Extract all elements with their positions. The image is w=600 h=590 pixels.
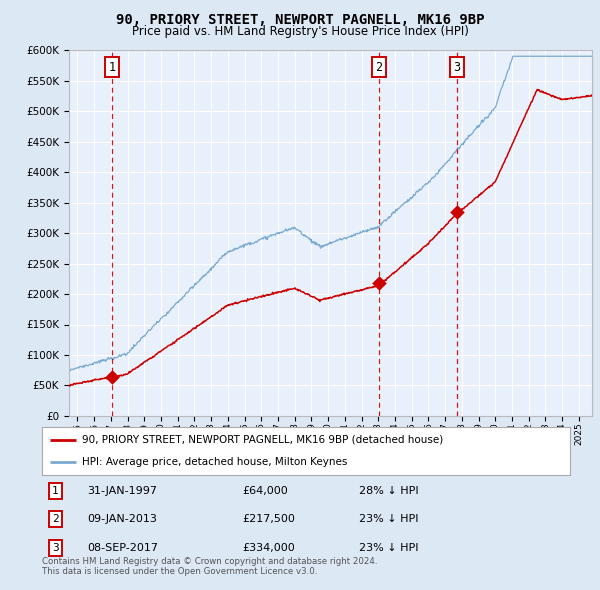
Text: £334,000: £334,000: [242, 543, 295, 553]
Text: Contains HM Land Registry data © Crown copyright and database right 2024.
This d: Contains HM Land Registry data © Crown c…: [42, 557, 377, 576]
Text: 2: 2: [375, 61, 382, 74]
Text: 90, PRIORY STREET, NEWPORT PAGNELL, MK16 9BP: 90, PRIORY STREET, NEWPORT PAGNELL, MK16…: [116, 13, 484, 27]
Text: £64,000: £64,000: [242, 486, 289, 496]
Point: [374, 278, 383, 288]
Point: [107, 372, 117, 382]
Text: 08-SEP-2017: 08-SEP-2017: [87, 543, 158, 553]
Text: Price paid vs. HM Land Registry's House Price Index (HPI): Price paid vs. HM Land Registry's House …: [131, 25, 469, 38]
Text: 3: 3: [453, 61, 460, 74]
Text: 28% ↓ HPI: 28% ↓ HPI: [359, 486, 418, 496]
Text: 3: 3: [52, 543, 59, 553]
Point: [452, 208, 461, 217]
Text: 1: 1: [52, 486, 59, 496]
Text: £217,500: £217,500: [242, 514, 296, 525]
Text: HPI: Average price, detached house, Milton Keynes: HPI: Average price, detached house, Milt…: [82, 457, 347, 467]
Text: 31-JAN-1997: 31-JAN-1997: [87, 486, 157, 496]
Text: 90, PRIORY STREET, NEWPORT PAGNELL, MK16 9BP (detached house): 90, PRIORY STREET, NEWPORT PAGNELL, MK16…: [82, 435, 443, 445]
Text: 1: 1: [109, 61, 116, 74]
Text: 23% ↓ HPI: 23% ↓ HPI: [359, 514, 418, 525]
Text: 09-JAN-2013: 09-JAN-2013: [87, 514, 157, 525]
Text: 23% ↓ HPI: 23% ↓ HPI: [359, 543, 418, 553]
Text: 2: 2: [52, 514, 59, 525]
